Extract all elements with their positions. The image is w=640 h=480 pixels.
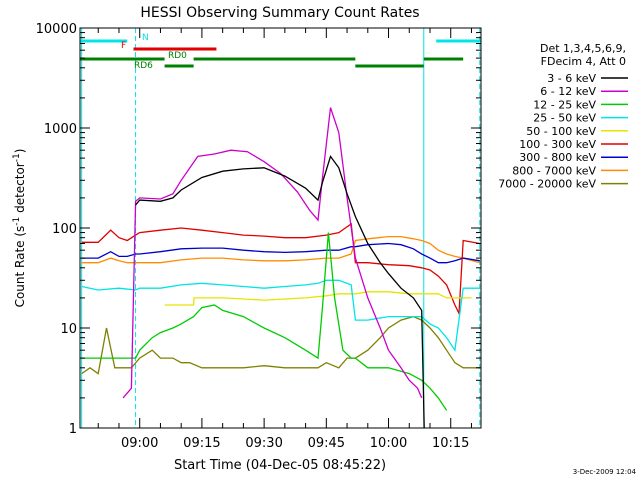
plot-content (81, 28, 481, 428)
flag-label-f: F (121, 41, 126, 51)
series-line-7 (81, 235, 480, 264)
series-line-5 (81, 222, 480, 316)
series-line-3 (81, 279, 480, 352)
y-tick-label-4: 10000 (36, 22, 77, 37)
x-tick-label-0: 09:00 (121, 436, 158, 451)
x-tick-label-1: 09:15 (183, 436, 220, 451)
legend-label-6: 300 - 800 keV (519, 151, 596, 164)
series-line-4 (164, 291, 472, 306)
y-axis-label-sup1: -1 (12, 217, 22, 226)
series-line-8 (81, 315, 480, 375)
series-line-1 (122, 107, 423, 399)
y-axis-label-main: Count Rate (s (13, 226, 27, 308)
y-tick-label-0: 1 (69, 422, 77, 437)
y-axis-label-end: ) (13, 149, 27, 154)
legend-label-1: 6 - 12 keV (540, 85, 596, 98)
x-tick-label-2: 09:30 (245, 436, 282, 451)
legend-header-line1: Det 1,3,4,5,6,9, (540, 42, 626, 55)
y-axis-label-sup2: -1 (12, 153, 22, 162)
x-axis-label: Start Time (04-Dec-05 08:45:22) (174, 458, 386, 473)
legend-label-8: 7000 - 20000 keV (498, 178, 596, 191)
legend-label-0: 3 - 6 keV (547, 72, 596, 85)
y-axis-label-rest: detector (13, 162, 27, 217)
x-axis: 09:00 09:15 09:30 09:45 10:00 10:15 (97, 28, 472, 451)
series-line-2 (81, 232, 448, 411)
x-tick-label-5: 10:15 (432, 436, 469, 451)
legend-label-5: 100 - 300 keV (519, 138, 596, 151)
y-axis-label: Count Rate (s-1 detector-1) (12, 149, 27, 308)
plot-area: N F RD0 RD6 (80, 28, 481, 428)
legend-label-7: 800 - 7000 keV (512, 164, 596, 177)
legend-label-3: 25 - 50 keV (533, 112, 596, 125)
y-tick-label-1: 10 (60, 322, 77, 337)
y-tick-label-3: 1000 (44, 122, 77, 137)
x-tick-label-4: 10:00 (370, 436, 407, 451)
flag-label-n: N (142, 33, 149, 43)
legend-label-2: 12 - 25 keV (533, 98, 596, 111)
y-axis: 1 10 100 1000 10000 (36, 22, 481, 437)
series-line-0 (135, 154, 425, 428)
flag-label-rd0: RD0 (168, 51, 187, 61)
y-tick-label-2: 100 (52, 222, 77, 237)
series-line-6 (81, 242, 480, 264)
flag-label-rd6: RD6 (134, 61, 153, 71)
timestamp-text: 3-Dec-2009 12:04 (573, 468, 637, 476)
legend-header-line2: FDecim 4, Att 0 (541, 55, 626, 68)
x-tick-label-3: 09:45 (308, 436, 345, 451)
chart-title: HESSI Observing Summary Count Rates (140, 5, 419, 21)
legend-label-4: 50 - 100 keV (526, 125, 596, 138)
